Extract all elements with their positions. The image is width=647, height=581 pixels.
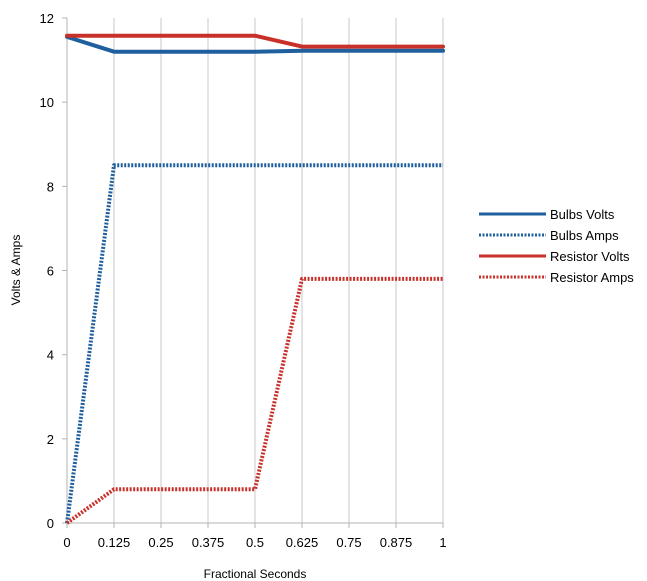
y-axis-title: Volts & Amps <box>9 235 23 306</box>
legend-label-resistor-amps: Resistor Amps <box>550 270 634 285</box>
grid <box>113 18 444 523</box>
x-tick-labels: 0 0.125 0.25 0.375 0.5 0.625 0.75 0.875 1 <box>63 535 446 550</box>
legend-label-resistor-volts: Resistor Volts <box>550 249 630 264</box>
series-line-bulbs-amps <box>65 163 443 524</box>
series-line-resistor-volts <box>65 33 445 49</box>
y-tick-label-0: 0 <box>47 516 54 531</box>
y-tick-label-5: 10 <box>40 95 54 110</box>
legend-label-bulbs-amps: Bulbs Amps <box>550 228 619 243</box>
x-tick-label-3: 0.375 <box>192 535 225 550</box>
x-tick-label-1: 0.125 <box>98 535 131 550</box>
series-lines <box>65 33 445 525</box>
x-tick-label-6: 0.75 <box>336 535 361 550</box>
y-tick-label-2: 4 <box>47 348 54 363</box>
x-axis-title: Fractional Seconds <box>204 567 307 581</box>
x-tick-label-4: 0.5 <box>246 535 264 550</box>
y-tick-label-1: 2 <box>47 432 54 447</box>
x-tick-label-5: 0.625 <box>286 535 319 550</box>
x-tick-label-2: 0.25 <box>148 535 173 550</box>
series-line-bulbs-volts <box>65 34 445 54</box>
x-tick-label-8: 1 <box>439 535 446 550</box>
y-tick-label-4: 8 <box>47 179 54 194</box>
y-tick-labels: 0 2 4 6 8 10 12 <box>40 11 54 531</box>
legend: Bulbs Volts Bulbs Amps Resistor Volts Resis… <box>479 207 634 285</box>
y-tick-label-6: 12 <box>40 11 54 26</box>
x-tick-label-0: 0 <box>63 535 70 550</box>
axes <box>62 17 444 528</box>
y-tick-label-3: 6 <box>47 264 54 279</box>
legend-label-bulbs-volts: Bulbs Volts <box>550 207 615 222</box>
x-tick-label-7: 0.875 <box>380 535 413 550</box>
